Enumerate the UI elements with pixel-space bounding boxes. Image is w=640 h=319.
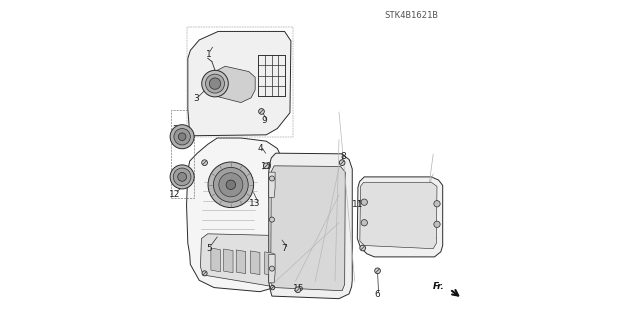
Circle shape [295, 287, 301, 293]
Circle shape [219, 173, 243, 197]
Circle shape [170, 125, 194, 149]
Polygon shape [360, 182, 437, 249]
Polygon shape [269, 254, 275, 283]
Text: 6: 6 [374, 290, 380, 299]
Circle shape [213, 167, 248, 202]
Circle shape [269, 266, 275, 271]
Text: 1: 1 [206, 50, 212, 59]
Circle shape [202, 70, 228, 97]
Polygon shape [200, 234, 278, 286]
Circle shape [208, 162, 253, 208]
Circle shape [361, 199, 367, 205]
Polygon shape [271, 166, 346, 291]
Circle shape [360, 245, 365, 251]
Polygon shape [269, 172, 275, 197]
Polygon shape [216, 66, 255, 103]
Polygon shape [357, 177, 443, 257]
Circle shape [209, 78, 221, 89]
Circle shape [259, 108, 264, 114]
Polygon shape [188, 32, 291, 136]
Circle shape [173, 168, 191, 186]
Circle shape [205, 74, 225, 93]
Text: 11: 11 [351, 200, 363, 209]
Circle shape [339, 160, 345, 166]
Circle shape [434, 201, 440, 207]
Text: STK4B1621B: STK4B1621B [385, 11, 438, 20]
Text: 8: 8 [340, 152, 346, 161]
Text: 10: 10 [261, 162, 273, 171]
Polygon shape [269, 153, 352, 299]
Text: 2: 2 [172, 125, 178, 134]
Circle shape [170, 165, 194, 189]
Text: 13: 13 [250, 199, 261, 208]
Circle shape [178, 173, 186, 181]
Text: 5: 5 [206, 244, 212, 253]
Polygon shape [223, 249, 233, 273]
Text: 9: 9 [262, 116, 268, 125]
Text: 12: 12 [169, 190, 180, 199]
Text: 4: 4 [257, 144, 263, 153]
Circle shape [374, 268, 380, 274]
Circle shape [179, 133, 186, 141]
Polygon shape [186, 138, 284, 292]
Circle shape [434, 221, 440, 227]
Polygon shape [211, 248, 220, 272]
Circle shape [270, 286, 275, 290]
Polygon shape [265, 252, 274, 276]
Text: 7: 7 [282, 244, 287, 253]
Circle shape [174, 129, 190, 145]
Circle shape [264, 163, 269, 169]
Text: Fr.: Fr. [433, 282, 445, 291]
Circle shape [361, 219, 367, 226]
Circle shape [269, 176, 275, 181]
Circle shape [269, 217, 275, 222]
Text: 3: 3 [193, 94, 199, 103]
Circle shape [202, 271, 207, 276]
Circle shape [226, 180, 236, 189]
Circle shape [202, 160, 207, 166]
Text: 15: 15 [292, 284, 304, 293]
Polygon shape [250, 251, 260, 275]
Polygon shape [236, 250, 246, 274]
